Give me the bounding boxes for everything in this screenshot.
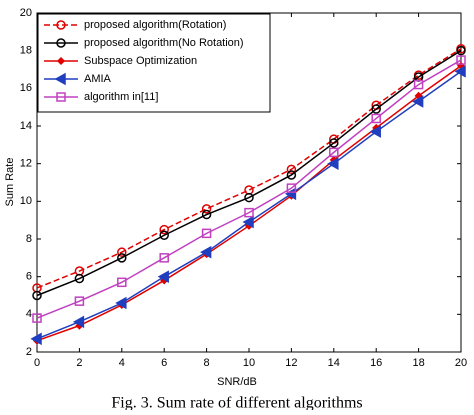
marker (327, 157, 339, 170)
marker (412, 95, 424, 108)
marker (72, 315, 85, 329)
marker (157, 270, 169, 283)
marker (286, 183, 297, 193)
series-line (36, 48, 462, 289)
marker (201, 228, 212, 239)
y-tick-label: 16 (20, 82, 32, 94)
marker (286, 170, 297, 180)
y-axis-label: Sum Rate (4, 158, 16, 207)
legend-marker (56, 56, 66, 66)
y-tick-label: 18 (20, 45, 32, 57)
marker (371, 113, 381, 124)
marker (456, 45, 466, 56)
x-tick-label: 18 (412, 357, 424, 369)
legend-marker (56, 92, 66, 102)
marker (117, 253, 127, 263)
y-tick-label: 14 (20, 120, 32, 132)
legend-label: algorithm in[11] (84, 91, 158, 103)
y-tick-label: 8 (26, 233, 32, 245)
marker (244, 207, 254, 218)
x-axis-label: SNR/dB (217, 376, 257, 388)
x-tick-label: 6 (161, 357, 167, 369)
marker (284, 187, 297, 201)
x-tick-label: 0 (34, 357, 40, 369)
y-tick-label: 6 (26, 271, 32, 283)
marker (329, 138, 339, 148)
marker (371, 104, 381, 114)
marker (74, 273, 85, 284)
caption: Fig. 3. Sum rate of different algorithms (111, 395, 362, 410)
y-tick-label: 4 (26, 308, 32, 320)
marker (244, 192, 254, 203)
marker (201, 209, 212, 220)
marker (201, 204, 212, 214)
y-tick-label: 10 (20, 195, 32, 207)
legend-box (37, 13, 271, 113)
marker (115, 296, 127, 310)
marker (286, 164, 297, 175)
x-tick-label: 4 (119, 357, 125, 369)
x-tick-label: 8 (204, 357, 210, 369)
marker (30, 332, 42, 346)
legend-label: proposed algorithm(No Rotation) (84, 37, 244, 49)
marker (32, 313, 42, 323)
y-tick-label: 20 (20, 7, 32, 19)
marker (159, 253, 169, 263)
y-tick-label: 2 (26, 346, 32, 358)
marker (117, 247, 127, 257)
marker (329, 147, 339, 158)
x-tick-label: 2 (76, 357, 82, 369)
legend-marker (56, 20, 66, 30)
x-tick-label: 14 (328, 357, 340, 369)
legend-label: proposed algorithm(Rotation) (84, 19, 226, 31)
legend-label: Subspace Optimization (84, 55, 197, 67)
series-line (36, 50, 462, 297)
marker (159, 224, 169, 235)
marker (74, 296, 85, 306)
marker (413, 79, 424, 90)
x-tick-label: 16 (370, 357, 382, 369)
marker (456, 55, 466, 65)
x-tick-label: 12 (285, 357, 297, 369)
legend-label: AMIA (84, 73, 112, 85)
series-line (36, 59, 462, 319)
marker (159, 230, 169, 240)
marker (242, 215, 254, 229)
x-tick-label: 10 (243, 357, 255, 369)
y-tick-label: 12 (20, 158, 32, 170)
marker (200, 245, 212, 259)
marker (117, 277, 127, 288)
marker (32, 290, 42, 301)
x-tick-label: 20 (455, 357, 467, 369)
marker (369, 125, 381, 138)
legend-marker (56, 38, 66, 48)
legend-marker (54, 72, 66, 86)
marker (454, 65, 466, 78)
